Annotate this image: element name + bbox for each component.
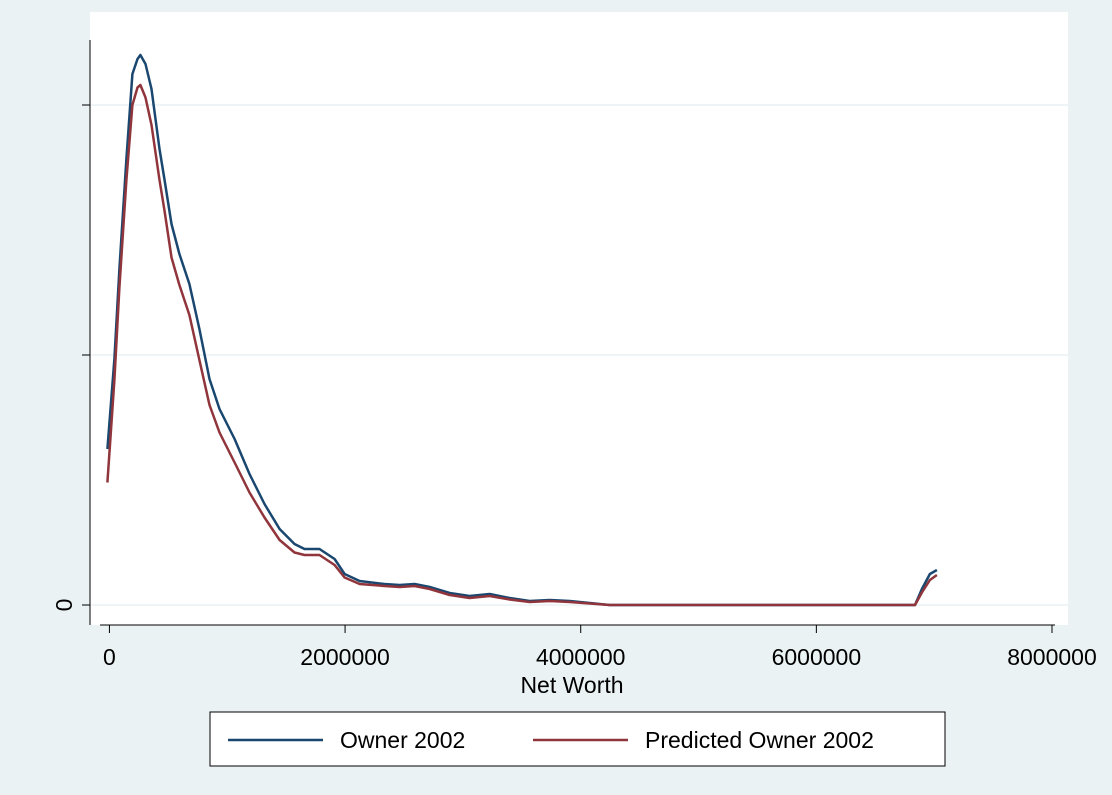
legend-label: Owner 2002 — [340, 727, 465, 753]
series-line — [106, 83, 938, 607]
legend-label: Predicted Owner 2002 — [645, 727, 874, 753]
x-tick-label: 6000000 — [772, 644, 862, 670]
x-axis-label: Net Worth — [520, 672, 623, 698]
x-tick-label: 2000000 — [300, 644, 390, 670]
x-tick-label: 8000000 — [1007, 644, 1097, 670]
plot-area — [90, 12, 1068, 625]
x-tick-label: 4000000 — [536, 644, 626, 670]
y-tick-label: 0 — [51, 599, 77, 612]
x-tick-label: 0 — [103, 644, 116, 670]
